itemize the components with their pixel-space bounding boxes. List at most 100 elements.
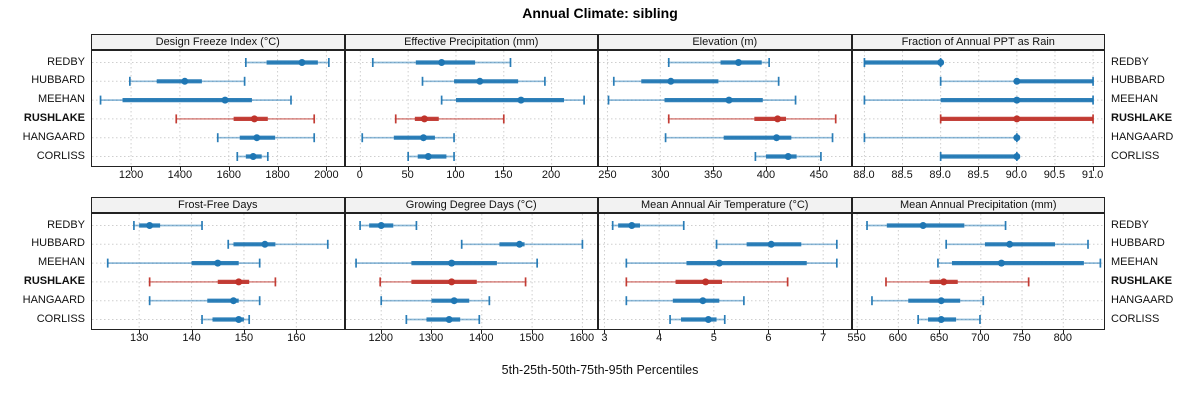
- percentile-series-hangaard: [148, 296, 261, 306]
- axis-tick: [359, 167, 361, 171]
- site-label-right: REDBY: [1111, 55, 1149, 68]
- panel-strip: Fraction of Annual PPT as Rain: [851, 34, 1105, 50]
- axis-tick-label: 350: [703, 169, 723, 181]
- percentile-series-redby: [863, 58, 944, 67]
- percentile-series-corliss: [236, 152, 269, 161]
- site-label-right: HANGAARD: [1111, 130, 1174, 143]
- percentile-series-meehan: [354, 258, 538, 268]
- percentile-series-hubbard: [612, 76, 780, 86]
- percentile-series-meehan: [625, 258, 838, 268]
- axis-tick-label: 300: [651, 169, 670, 181]
- median-dot: [253, 134, 261, 142]
- median-dot: [445, 316, 453, 323]
- percentile-series-corliss: [916, 315, 981, 324]
- site-label-left: HANGAARD: [22, 293, 85, 306]
- percentile-series-hangaard: [625, 296, 745, 306]
- axis-tick: [1016, 167, 1018, 171]
- percentile-series-hangaard: [863, 133, 1020, 143]
- percentile-series-corliss: [201, 315, 251, 324]
- axis-tick-label: 1200: [118, 169, 144, 181]
- percentile-series-rushlake: [394, 114, 505, 124]
- median-dot: [249, 153, 257, 160]
- site-label-right: REDBY: [1111, 218, 1149, 231]
- axis-tick: [191, 330, 193, 334]
- axis-tick-label: 90.5: [1043, 169, 1066, 181]
- axis-tick-label: 700: [971, 332, 990, 344]
- median-dot: [767, 240, 775, 248]
- axis-tick: [713, 167, 715, 171]
- axis-tick: [897, 330, 899, 334]
- median-dot: [298, 59, 306, 66]
- median-dot: [424, 153, 432, 160]
- median-dot: [1012, 96, 1020, 104]
- axis-tick-label: 1200: [368, 332, 393, 344]
- median-dot: [1012, 115, 1020, 123]
- site-label-left: RUSHLAKE: [23, 274, 85, 287]
- panel-canvas: [345, 214, 597, 329]
- axis-tick: [856, 330, 858, 334]
- median-dot: [235, 278, 243, 286]
- axis-tick: [139, 330, 141, 334]
- axis-tick-label: 150: [494, 169, 513, 181]
- panel-canvas: [345, 51, 597, 166]
- median-dot: [667, 77, 675, 85]
- axis-tick: [277, 167, 279, 171]
- median-dot: [997, 259, 1005, 267]
- axis-tick: [978, 167, 980, 171]
- percentile-series-hubbard: [128, 76, 246, 86]
- percentile-series-hubbard: [939, 76, 1094, 86]
- percentile-series-hangaard: [870, 296, 984, 306]
- axis-tick-label: 89.5: [967, 169, 989, 181]
- median-dot: [516, 96, 524, 104]
- median-dot: [937, 316, 945, 323]
- axis-tick: [326, 167, 328, 171]
- axis-tick: [1054, 167, 1056, 171]
- median-dot: [146, 222, 154, 229]
- axis-tick-label: 750: [1012, 332, 1031, 344]
- axis-tick-label: 1600: [216, 169, 241, 181]
- site-label-left: RUSHLAKE: [23, 111, 85, 124]
- percentile-series-meehan: [99, 95, 292, 105]
- axis-tick-label: 5: [710, 332, 717, 344]
- percentile-series-hubbard: [715, 239, 838, 249]
- chart-title: Annual Climate: sibling: [522, 5, 678, 21]
- axis-tick: [939, 330, 941, 334]
- axis-tick: [768, 330, 770, 334]
- site-label-left: HUBBARD: [31, 237, 85, 250]
- axis-tick: [607, 167, 609, 171]
- panel-plot: [851, 50, 1105, 167]
- axis-tick: [228, 167, 230, 171]
- axis-tick: [380, 330, 382, 334]
- percentile-series-hubbard: [944, 239, 1089, 249]
- median-dot: [704, 316, 712, 323]
- axis-tick-label: 800: [1053, 332, 1072, 344]
- site-label-right: RUSHLAKE: [1111, 111, 1173, 124]
- median-dot: [450, 297, 458, 305]
- percentile-series-hangaard: [379, 296, 490, 306]
- median-dot: [419, 134, 427, 142]
- percentile-series-corliss: [754, 152, 822, 161]
- median-dot: [214, 259, 222, 267]
- axis-tick-label: 1600: [569, 332, 595, 344]
- axis-tick-label: 150: [234, 332, 254, 344]
- axis-tick-label: 89.0: [929, 169, 951, 181]
- panel-plot: [598, 50, 852, 167]
- site-label-left: HUBBARD: [31, 74, 85, 87]
- axis-tick: [863, 167, 865, 171]
- median-dot: [715, 259, 723, 267]
- site-label-left: REDBY: [47, 55, 85, 68]
- axis-tick-label: 0: [356, 169, 363, 181]
- axis-tick: [296, 330, 298, 334]
- median-dot: [1005, 240, 1013, 248]
- percentile-series-meehan: [863, 95, 1094, 105]
- median-dot: [734, 59, 742, 66]
- percentile-series-hubbard: [421, 76, 546, 86]
- site-label-left: MEEHAN: [37, 256, 85, 269]
- axis-tick-label: 88.0: [853, 169, 875, 181]
- percentile-series-corliss: [669, 315, 726, 324]
- panel-canvas: [599, 51, 851, 166]
- site-label-right: HUBBARD: [1111, 74, 1165, 87]
- percentile-series-corliss: [406, 152, 455, 161]
- percentile-series-meehan: [607, 95, 797, 105]
